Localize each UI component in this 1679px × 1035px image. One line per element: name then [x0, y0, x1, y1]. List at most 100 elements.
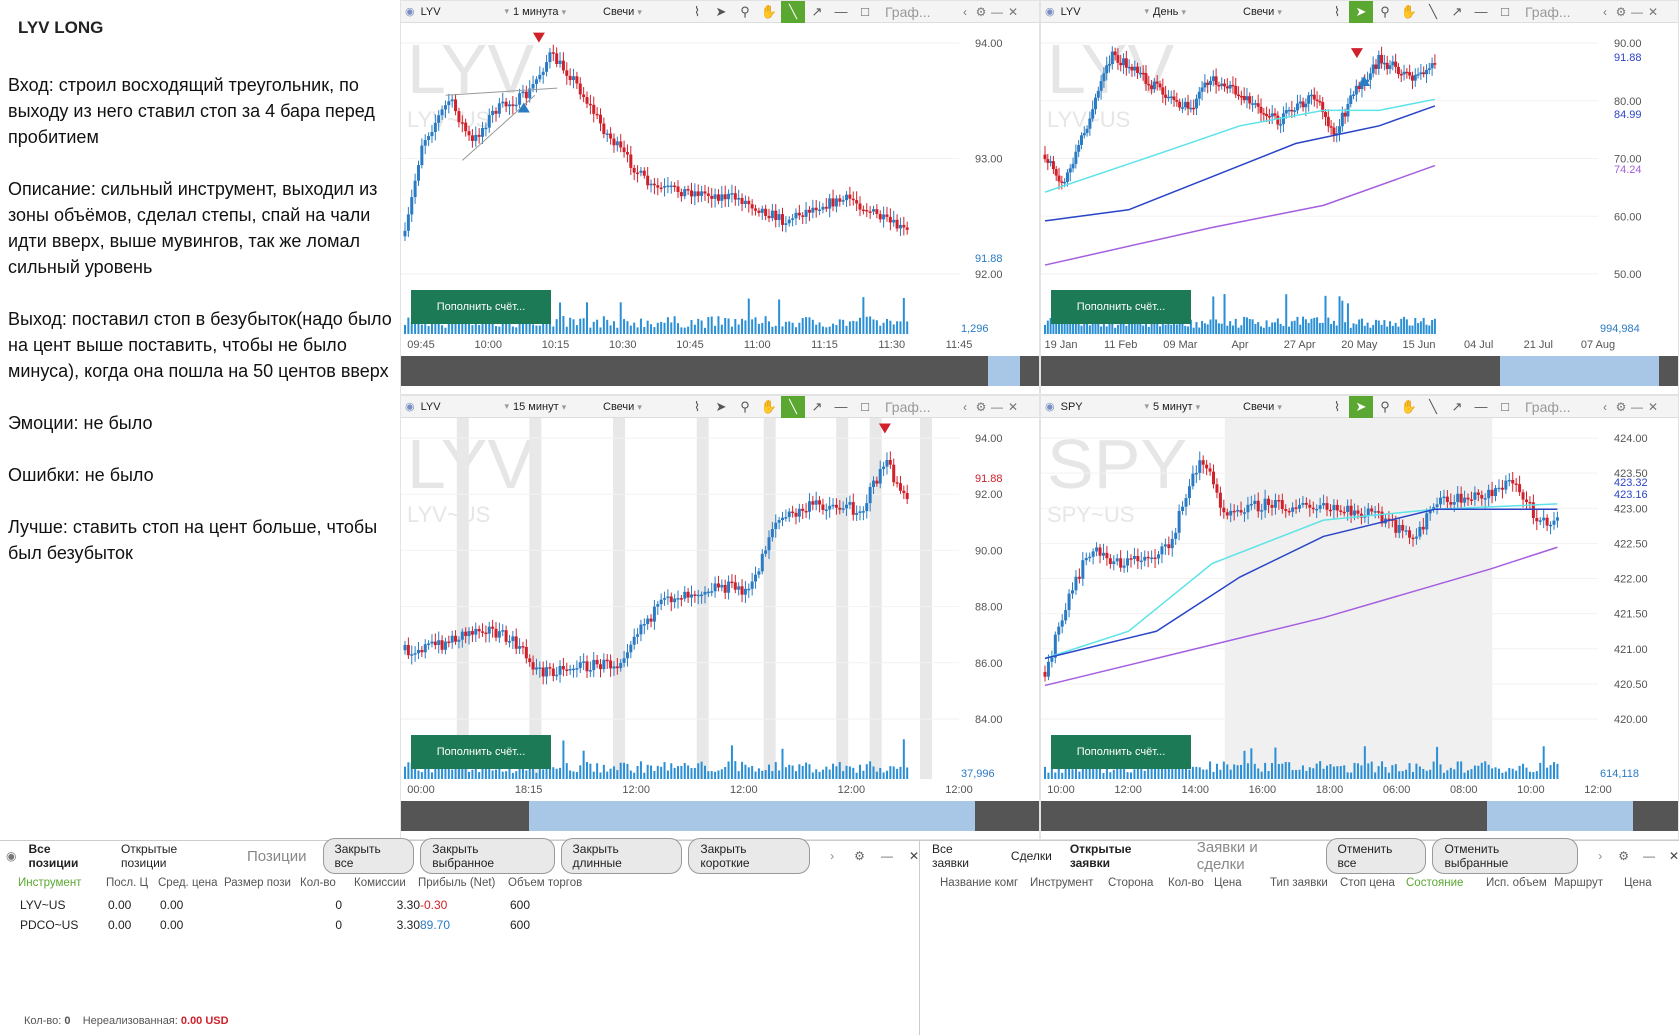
more-tools-label[interactable]: Граф... — [885, 398, 931, 415]
trendline-icon[interactable]: ╲ — [1429, 3, 1437, 19]
close-short-button[interactable]: Закрыть короткие — [688, 838, 811, 874]
col-order-state[interactable]: Состояние — [1406, 877, 1464, 889]
col-order-name[interactable]: Название комг — [940, 877, 1019, 889]
gear-icon[interactable]: ⚙ — [1615, 4, 1627, 19]
close-long-button[interactable]: Закрыть длинные — [560, 838, 683, 874]
link-icon[interactable]: ◉ — [1045, 6, 1055, 18]
arrow-icon[interactable]: ↗ — [1451, 3, 1463, 19]
zoom-icon[interactable]: ⚲ — [740, 3, 750, 19]
zoom-icon[interactable]: ⚲ — [1380, 398, 1390, 414]
trendline-icon[interactable]: ╲ — [1429, 398, 1437, 414]
chevron-right-icon[interactable]: › — [830, 849, 835, 863]
col-order-filled[interactable]: Исп. объем — [1486, 877, 1547, 889]
col-order-side[interactable]: Сторона — [1108, 877, 1154, 889]
col-avg[interactable]: Сред. цена — [158, 877, 218, 889]
more-tools-label[interactable]: Граф... — [885, 3, 931, 20]
col-instrument[interactable]: Инструмент — [18, 877, 82, 889]
minimize-icon[interactable]: — — [880, 849, 893, 863]
col-order-price[interactable]: Цена — [1214, 877, 1242, 889]
close-icon[interactable]: ✕ — [1007, 399, 1019, 414]
rectangle-icon[interactable]: □ — [1501, 399, 1509, 414]
hline-icon[interactable]: — — [1474, 399, 1488, 414]
col-order-route[interactable]: Маршрут — [1554, 877, 1604, 889]
navigator-window[interactable] — [1486, 801, 1634, 831]
table-row[interactable]: LYV~US 0.00 0.00 0 3.30 -0.30 600 — [0, 895, 919, 915]
chart-canvas[interactable]: 94.00 92.00 90.00 88.00 86.00 84.00 91.88 37,99… — [401, 418, 1039, 799]
minimize-icon[interactable]: — — [1631, 4, 1643, 19]
close-all-button[interactable]: Закрыть все — [322, 838, 415, 874]
hand-icon[interactable]: ✋ — [760, 3, 778, 19]
close-icon[interactable]: ✕ — [1007, 4, 1019, 19]
time-navigator[interactable] — [401, 356, 1039, 386]
top-up-button[interactable]: Пополнить счёт... — [411, 290, 551, 324]
col-order-qty[interactable]: Кол-во — [1168, 877, 1204, 889]
cursor-icon[interactable]: ➤ — [1349, 1, 1373, 23]
timeframe-selector[interactable]: 1 минута ▾ — [509, 6, 601, 18]
zoom-icon[interactable]: ⚲ — [1380, 3, 1390, 19]
chevron-left-icon[interactable]: ‹ — [963, 4, 967, 19]
cancel-selected-button[interactable]: Отменить выбранные — [1432, 838, 1579, 874]
timeframe-selector[interactable]: День ▾ — [1149, 6, 1241, 18]
indicators-icon[interactable]: ⌇ — [693, 3, 701, 19]
cursor-icon[interactable]: ➤ — [715, 398, 727, 414]
symbol-selector[interactable]: ◉ SPY ▾ — [1041, 400, 1149, 414]
tab-open-positions[interactable]: Открытые позиции — [120, 842, 178, 870]
more-tools-label[interactable]: Граф... — [1525, 3, 1571, 20]
trendline-icon[interactable]: ╲ — [781, 1, 805, 23]
tab-trades[interactable]: Сделки — [1010, 849, 1052, 863]
tab-open-orders[interactable]: Открытые заявки — [1069, 842, 1132, 870]
chevron-left-icon[interactable]: ‹ — [1603, 4, 1607, 19]
col-qty[interactable]: Кол-во — [300, 877, 336, 889]
cursor-icon[interactable]: ➤ — [1349, 396, 1373, 418]
timeframe-selector[interactable]: 15 минут ▾ — [509, 401, 601, 413]
time-navigator[interactable] — [1041, 801, 1678, 831]
chevron-right-icon[interactable]: › — [1598, 849, 1603, 863]
minimize-icon[interactable]: — — [991, 4, 1003, 19]
time-navigator[interactable] — [1041, 356, 1678, 386]
close-icon[interactable]: ✕ — [1668, 849, 1679, 863]
minimize-icon[interactable]: — — [991, 399, 1003, 414]
rectangle-icon[interactable]: □ — [861, 399, 869, 414]
indicators-icon[interactable]: ⌇ — [693, 398, 701, 414]
symbol-selector[interactable]: ◉ LYV ▾ — [401, 400, 509, 414]
chart-type-selector[interactable]: Свечи ▾ — [601, 401, 685, 413]
close-icon[interactable]: ✕ — [908, 849, 919, 863]
col-size[interactable]: Размер пози — [224, 877, 291, 889]
link-icon[interactable]: ◉ — [1045, 401, 1055, 413]
timeframe-selector[interactable]: 5 минут ▾ — [1149, 401, 1241, 413]
hline-icon[interactable]: — — [834, 399, 848, 414]
trendline-icon[interactable]: ╲ — [781, 396, 805, 418]
chart-canvas[interactable]: 424.00 423.50 423.00 422.50 422.00 421.50 421.… — [1041, 418, 1678, 799]
col-order-price2[interactable]: Цена — [1624, 877, 1652, 889]
chart-canvas[interactable]: 90.00 80.00 70.00 60.00 50.00 91.88 84.99 74.24… — [1041, 23, 1678, 354]
rectangle-icon[interactable]: □ — [1501, 4, 1509, 19]
close-selected-button[interactable]: Закрыть выбранное — [420, 838, 555, 874]
top-up-button[interactable]: Пополнить счёт... — [1051, 290, 1191, 324]
col-order-type[interactable]: Тип заявки — [1270, 877, 1328, 889]
col-vol[interactable]: Объем торгов — [508, 877, 583, 889]
gear-icon[interactable]: ⚙ — [1618, 849, 1629, 863]
col-pnl[interactable]: Прибыль (Net) — [418, 877, 496, 889]
close-icon[interactable]: ✕ — [1647, 4, 1659, 19]
symbol-selector[interactable]: ◉ LYV ▾ — [401, 5, 509, 19]
hand-icon[interactable]: ✋ — [1400, 3, 1418, 19]
cancel-all-button[interactable]: Отменить все — [1325, 838, 1427, 874]
arrow-icon[interactable]: ↗ — [811, 3, 823, 19]
tab-all-orders[interactable]: Все заявки — [932, 842, 970, 870]
cursor-icon[interactable]: ➤ — [715, 3, 727, 19]
indicators-icon[interactable]: ⌇ — [1333, 3, 1341, 19]
more-tools-label[interactable]: Граф... — [1525, 398, 1571, 415]
navigator-window[interactable] — [528, 801, 976, 831]
navigator-window[interactable] — [1499, 356, 1659, 386]
top-up-button[interactable]: Пополнить счёт... — [411, 735, 551, 769]
top-up-button[interactable]: Пополнить счёт... — [1051, 735, 1191, 769]
chart-type-selector[interactable]: Свечи ▾ — [601, 6, 685, 18]
hline-icon[interactable]: — — [834, 4, 848, 19]
col-last[interactable]: Посл. Ц — [106, 877, 149, 889]
col-fee[interactable]: Комиссии — [354, 877, 406, 889]
symbol-selector[interactable]: ◉ LYV ▾ — [1041, 5, 1149, 19]
chart-canvas[interactable]: 94.00 93.00 92.00 91.88 1,296 09:45 10:00 10:15… — [401, 23, 1039, 354]
indicators-icon[interactable]: ⌇ — [1333, 398, 1341, 414]
col-order-stop[interactable]: Стоп цена — [1340, 877, 1395, 889]
tab-all-positions[interactable]: Все позиции — [28, 842, 79, 870]
